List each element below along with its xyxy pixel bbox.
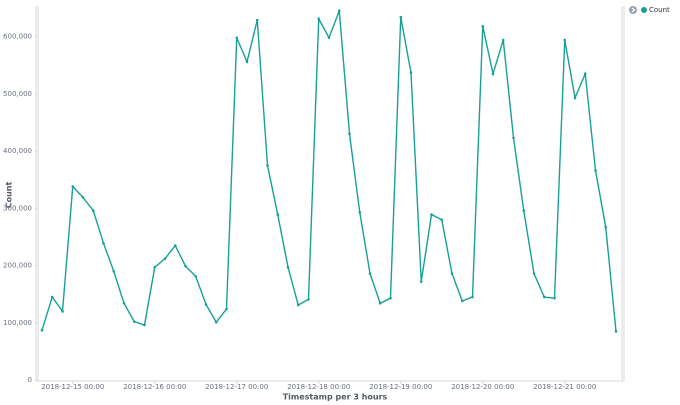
data-point — [112, 269, 116, 273]
data-point — [50, 295, 54, 299]
data-point — [614, 330, 618, 333]
x-axis-title: Timestamp per 3 hours — [283, 393, 388, 402]
data-point — [81, 196, 85, 199]
data-point — [532, 272, 536, 275]
data-point — [583, 72, 587, 76]
legend-toggle[interactable] — [629, 6, 637, 14]
data-point — [173, 244, 177, 247]
data-point — [460, 299, 464, 303]
data-point — [491, 72, 495, 76]
data-point — [235, 36, 239, 40]
data-point — [594, 169, 597, 172]
y-axis-title: Count — [5, 182, 14, 209]
x-tick-label: 2018-12-20 00:00 — [451, 383, 514, 391]
data-point — [266, 164, 269, 167]
data-point — [337, 9, 341, 13]
data-point — [317, 17, 321, 21]
data-point — [276, 213, 280, 216]
legend-label[interactable]: Count — [649, 6, 670, 14]
legend-divider — [621, 6, 625, 382]
x-tick-label: 2018-12-19 00:00 — [369, 383, 432, 391]
data-point — [430, 213, 433, 216]
y-axis-band — [35, 6, 39, 382]
y-tick-label: 100,000 — [3, 319, 32, 327]
data-point — [563, 38, 567, 42]
data-point — [358, 211, 362, 214]
data-point — [255, 18, 259, 22]
y-tick-label: 400,000 — [3, 147, 32, 155]
data-point — [143, 323, 146, 327]
data-point — [471, 295, 474, 299]
y-tick-label: 0 — [28, 376, 32, 384]
data-point — [184, 264, 187, 268]
data-point — [604, 225, 608, 229]
legend-toggle-icon — [631, 7, 636, 13]
data-point — [419, 280, 423, 283]
data-point — [512, 136, 515, 140]
legend-swatch — [641, 7, 647, 13]
data-point — [194, 275, 198, 278]
data-point — [286, 265, 290, 269]
data-point — [399, 15, 403, 19]
y-tick-label: 300,000 — [3, 204, 32, 212]
data-point — [368, 272, 372, 275]
data-point — [91, 209, 95, 212]
data-point — [327, 36, 331, 40]
data-point — [153, 265, 157, 269]
data-point — [40, 328, 44, 332]
data-point — [542, 295, 546, 299]
data-point — [132, 320, 136, 323]
y-tick-label: 200,000 — [3, 262, 32, 270]
data-point — [481, 25, 485, 28]
data-point — [225, 307, 228, 311]
x-tick-label: 2018-12-15 00:00 — [41, 383, 104, 391]
x-tick-label: 2018-12-21 00:00 — [533, 383, 596, 391]
x-tick-label: 2018-12-18 00:00 — [287, 383, 350, 391]
data-point — [163, 257, 167, 260]
data-point — [553, 296, 556, 300]
data-point — [378, 302, 382, 305]
x-tick-label: 2018-12-17 00:00 — [205, 383, 268, 391]
data-point — [245, 60, 249, 64]
data-point — [204, 303, 208, 306]
y-tick-label: 500,000 — [3, 90, 32, 98]
data-point — [102, 241, 105, 245]
data-point — [214, 320, 218, 324]
data-point — [61, 310, 64, 313]
data-point — [409, 71, 413, 74]
data-point — [71, 185, 75, 188]
data-point — [348, 132, 351, 136]
data-point — [122, 302, 126, 305]
data-point — [522, 209, 526, 212]
data-point — [450, 272, 454, 275]
data-point — [296, 303, 300, 307]
data-point — [307, 298, 310, 301]
data-point — [440, 218, 444, 222]
data-point — [389, 296, 392, 300]
x-tick-label: 2018-12-16 00:00 — [123, 383, 186, 391]
series-line — [41, 10, 617, 332]
y-tick-label: 600,000 — [3, 33, 32, 41]
data-point — [573, 96, 577, 100]
data-point — [501, 38, 505, 42]
